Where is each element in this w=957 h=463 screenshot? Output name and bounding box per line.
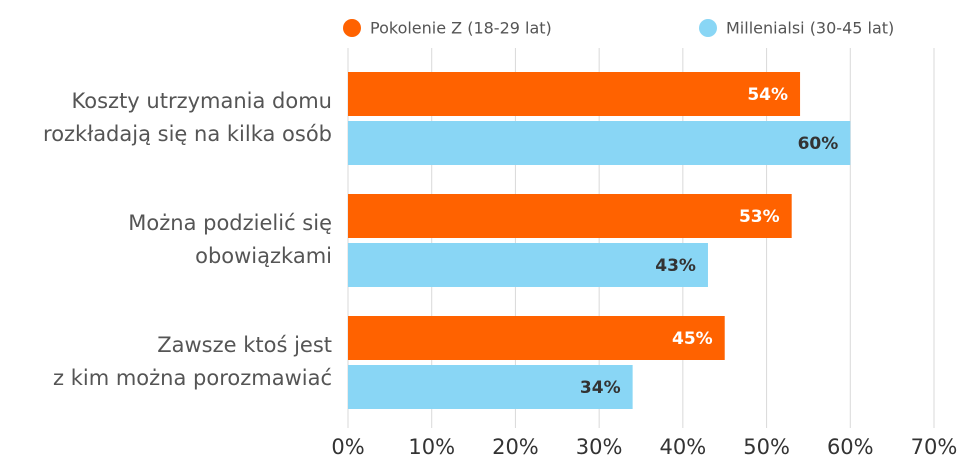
bar [348, 72, 801, 116]
x-tick-label: 10% [408, 435, 455, 459]
x-tick-label: 70% [911, 435, 957, 459]
legend-swatch [699, 19, 717, 37]
x-tick-label: 30% [576, 435, 623, 459]
value-label: 34% [580, 378, 621, 398]
value-label: 54% [747, 85, 788, 105]
category-label: obowiązkami [195, 244, 332, 268]
value-label: 43% [655, 256, 696, 276]
legend-swatch [343, 19, 361, 37]
category-label: rozkładają się na kilka osób [43, 122, 332, 146]
x-tick-label: 0% [331, 435, 364, 459]
value-label: 53% [739, 207, 780, 227]
bar [348, 194, 792, 238]
bar [348, 243, 708, 287]
category-label: Zawsze ktoś jest [157, 333, 332, 357]
x-tick-label: 20% [492, 435, 539, 459]
value-label: 60% [798, 134, 839, 154]
x-tick-label: 40% [660, 435, 707, 459]
bar [348, 316, 725, 360]
category-label: Koszty utrzymania domu [72, 89, 332, 113]
bar [348, 365, 633, 409]
x-tick-label: 50% [743, 435, 790, 459]
category-label: z kim można porozmawiać [53, 366, 332, 390]
legend-label: Pokolenie Z (18-29 lat) [370, 19, 552, 38]
bar [348, 121, 851, 165]
value-label: 45% [672, 329, 713, 349]
category-label: Można podzielić się [128, 211, 332, 235]
x-tick-label: 60% [827, 435, 874, 459]
legend-label: Millenialsi (30-45 lat) [726, 19, 894, 38]
